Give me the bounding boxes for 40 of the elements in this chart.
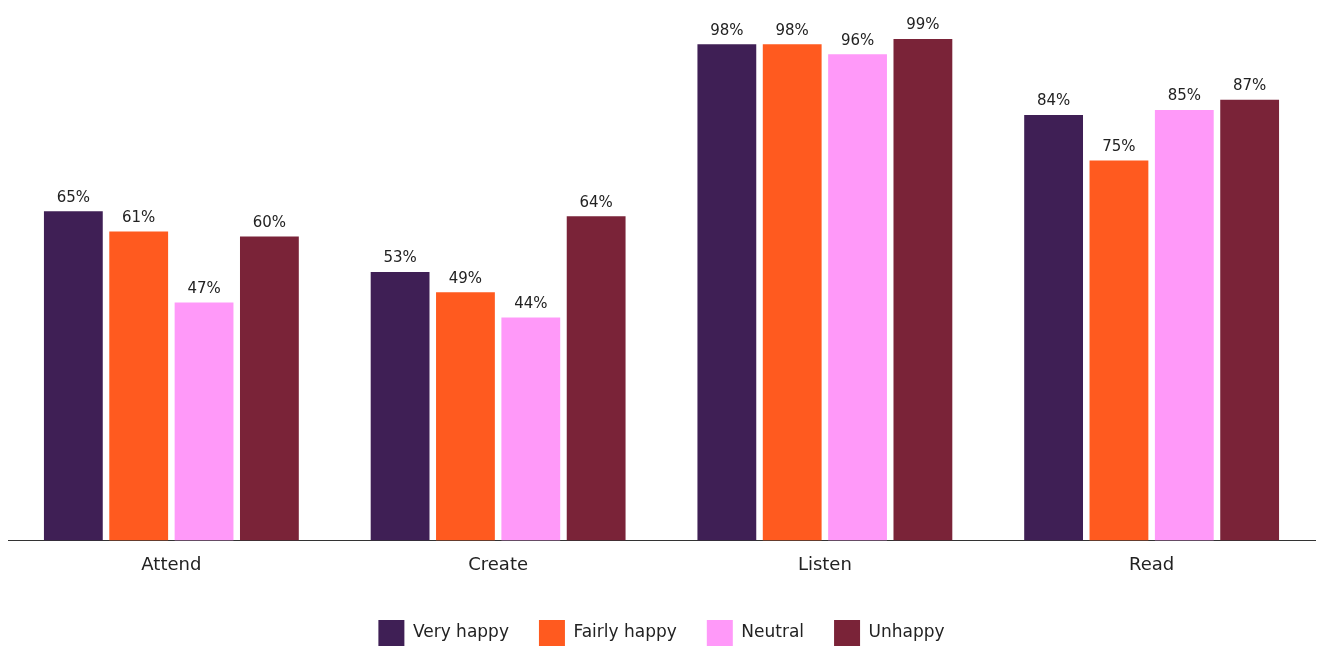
bar xyxy=(1024,115,1084,541)
bar xyxy=(436,292,495,541)
bar xyxy=(1154,109,1214,541)
bar xyxy=(1089,160,1149,541)
data-label: 75% xyxy=(1102,136,1136,155)
legend-label: Fairly happy xyxy=(573,621,677,642)
bar xyxy=(370,272,430,541)
bar xyxy=(109,231,169,541)
bar xyxy=(697,44,757,541)
data-label: 64% xyxy=(579,192,613,211)
data-label: 98% xyxy=(775,20,809,39)
bar xyxy=(1220,99,1280,541)
data-label: 44% xyxy=(514,293,548,312)
bar xyxy=(174,302,234,541)
bar xyxy=(893,39,953,541)
x-tick-label: Create xyxy=(468,552,529,574)
bar xyxy=(501,317,561,541)
bar xyxy=(762,44,822,541)
data-label: 47% xyxy=(187,278,221,297)
legend-label: Very happy xyxy=(412,621,509,642)
x-tick-label: Listen xyxy=(797,552,852,574)
bar xyxy=(566,216,626,541)
data-label: 87% xyxy=(1232,76,1267,95)
bar xyxy=(828,54,887,541)
data-label: 98% xyxy=(710,20,744,39)
data-label: 96% xyxy=(840,30,875,49)
data-label: 61% xyxy=(122,207,156,226)
bar xyxy=(43,211,103,541)
data-label: 85% xyxy=(1167,86,1201,105)
x-tick-label: Read xyxy=(1129,552,1175,574)
data-label: 53% xyxy=(383,248,417,267)
x-tick-label: Attend xyxy=(141,552,202,574)
data-label: 99% xyxy=(906,15,940,34)
legend-label: Unhappy xyxy=(868,621,945,642)
bar xyxy=(239,236,299,541)
data-label: 60% xyxy=(252,212,287,231)
data-label: 84% xyxy=(1036,91,1071,110)
data-label: 65% xyxy=(56,187,91,206)
legend-label: Neutral xyxy=(741,621,805,642)
data-label: 49% xyxy=(448,268,483,287)
